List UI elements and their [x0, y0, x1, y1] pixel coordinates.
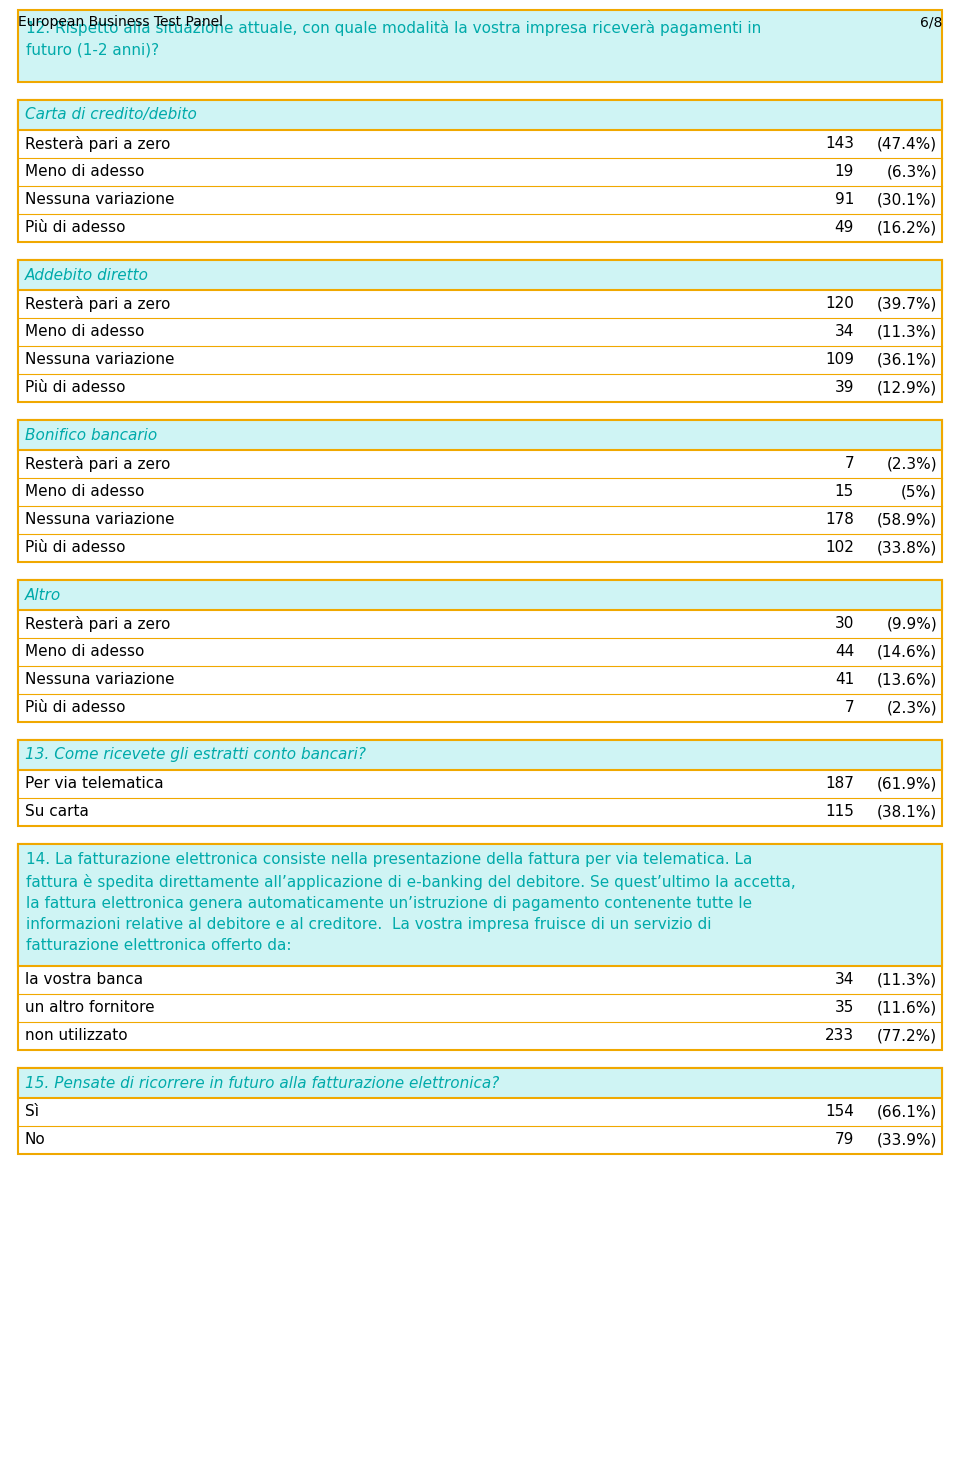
Text: Sì: Sì — [25, 1105, 39, 1120]
Text: la vostra banca: la vostra banca — [25, 972, 143, 987]
Text: 15: 15 — [835, 485, 854, 499]
Text: (58.9%): (58.9%) — [876, 512, 937, 527]
Text: Altro: Altro — [25, 587, 61, 603]
Text: 120: 120 — [826, 296, 854, 311]
Text: (2.3%): (2.3%) — [886, 457, 937, 472]
Text: 7: 7 — [845, 457, 854, 472]
Text: (12.9%): (12.9%) — [876, 381, 937, 396]
Text: European Business Test Panel: European Business Test Panel — [18, 15, 223, 29]
Text: 34: 34 — [834, 972, 854, 987]
Text: Su carta: Su carta — [25, 804, 89, 819]
Bar — [18, 99, 942, 130]
Text: 6/8: 6/8 — [920, 15, 942, 29]
Text: (66.1%): (66.1%) — [876, 1105, 937, 1120]
Text: Più di adesso: Più di adesso — [25, 701, 126, 715]
Text: Più di adesso: Più di adesso — [25, 540, 126, 555]
Text: Meno di adesso: Meno di adesso — [25, 644, 144, 660]
Text: 109: 109 — [825, 352, 854, 368]
Text: Più di adesso: Più di adesso — [25, 220, 126, 235]
Bar — [18, 740, 942, 769]
Text: 41: 41 — [835, 673, 854, 688]
Text: 115: 115 — [826, 804, 854, 819]
Text: (9.9%): (9.9%) — [886, 616, 937, 632]
Text: 19: 19 — [834, 165, 854, 180]
Text: (33.8%): (33.8%) — [876, 540, 937, 555]
Text: 14. La fatturazione elettronica consiste nella presentazione della fattura per v: 14. La fatturazione elettronica consiste… — [26, 853, 796, 953]
Text: un altro fornitore: un altro fornitore — [25, 1000, 155, 1016]
Text: 7: 7 — [845, 701, 854, 715]
Text: Per via telematica: Per via telematica — [25, 777, 163, 791]
Text: 35: 35 — [834, 1000, 854, 1016]
Text: (14.6%): (14.6%) — [876, 644, 937, 660]
Text: (38.1%): (38.1%) — [876, 804, 937, 819]
Bar — [18, 1069, 942, 1153]
Text: (11.3%): (11.3%) — [876, 324, 937, 340]
Text: Bonifico bancario: Bonifico bancario — [25, 428, 157, 442]
Text: non utilizzato: non utilizzato — [25, 1028, 128, 1044]
Text: (16.2%): (16.2%) — [876, 220, 937, 235]
Text: No: No — [25, 1133, 46, 1148]
Text: Meno di adesso: Meno di adesso — [25, 165, 144, 180]
Text: 15. Pensate di ricorrere in futuro alla fatturazione elettronica?: 15. Pensate di ricorrere in futuro alla … — [25, 1076, 499, 1091]
Text: Meno di adesso: Meno di adesso — [25, 485, 144, 499]
Text: Nessuna variazione: Nessuna variazione — [25, 673, 175, 688]
Bar — [18, 99, 942, 242]
Text: 178: 178 — [826, 512, 854, 527]
Text: (77.2%): (77.2%) — [876, 1028, 937, 1044]
Text: (13.6%): (13.6%) — [876, 673, 937, 688]
Text: (5%): (5%) — [901, 485, 937, 499]
Text: 91: 91 — [834, 193, 854, 207]
Text: 13. Come ricevete gli estratti conto bancari?: 13. Come ricevete gli estratti conto ban… — [25, 748, 366, 762]
Bar — [18, 580, 942, 723]
Text: Resterà pari a zero: Resterà pari a zero — [25, 296, 170, 312]
Bar — [18, 740, 942, 826]
Text: Nessuna variazione: Nessuna variazione — [25, 512, 175, 527]
Text: 39: 39 — [834, 381, 854, 396]
Text: Carta di credito/debito: Carta di credito/debito — [25, 108, 197, 123]
Text: 12. Rispetto alla situazione attuale, con quale modalità la vostra impresa ricev: 12. Rispetto alla situazione attuale, co… — [26, 20, 761, 57]
Bar — [18, 260, 942, 291]
Text: Resterà pari a zero: Resterà pari a zero — [25, 456, 170, 472]
Bar — [18, 420, 942, 562]
Text: Meno di adesso: Meno di adesso — [25, 324, 144, 340]
Text: (2.3%): (2.3%) — [886, 701, 937, 715]
Bar — [18, 420, 942, 450]
Text: 154: 154 — [826, 1105, 854, 1120]
Text: Addebito diretto: Addebito diretto — [25, 267, 149, 282]
Bar — [18, 844, 942, 1050]
Text: 44: 44 — [835, 644, 854, 660]
Text: 79: 79 — [834, 1133, 854, 1148]
Bar — [18, 844, 942, 967]
Text: 187: 187 — [826, 777, 854, 791]
Text: Più di adesso: Più di adesso — [25, 381, 126, 396]
Text: Resterà pari a zero: Resterà pari a zero — [25, 616, 170, 632]
Bar — [18, 1069, 942, 1098]
Text: Resterà pari a zero: Resterà pari a zero — [25, 136, 170, 152]
Bar — [18, 260, 942, 402]
Text: 143: 143 — [825, 136, 854, 152]
Text: (11.6%): (11.6%) — [876, 1000, 937, 1016]
Text: (61.9%): (61.9%) — [876, 777, 937, 791]
Text: (36.1%): (36.1%) — [876, 352, 937, 368]
Text: 49: 49 — [834, 220, 854, 235]
Text: (6.3%): (6.3%) — [886, 165, 937, 180]
Text: (11.3%): (11.3%) — [876, 972, 937, 987]
Text: 102: 102 — [826, 540, 854, 555]
Text: 30: 30 — [834, 616, 854, 632]
Text: (33.9%): (33.9%) — [876, 1133, 937, 1148]
Text: (39.7%): (39.7%) — [876, 296, 937, 311]
Text: 233: 233 — [825, 1028, 854, 1044]
Text: (47.4%): (47.4%) — [876, 136, 937, 152]
Text: Nessuna variazione: Nessuna variazione — [25, 352, 175, 368]
Text: (30.1%): (30.1%) — [876, 193, 937, 207]
Text: Nessuna variazione: Nessuna variazione — [25, 193, 175, 207]
Bar — [18, 10, 942, 82]
Text: 34: 34 — [834, 324, 854, 340]
Bar — [18, 580, 942, 610]
